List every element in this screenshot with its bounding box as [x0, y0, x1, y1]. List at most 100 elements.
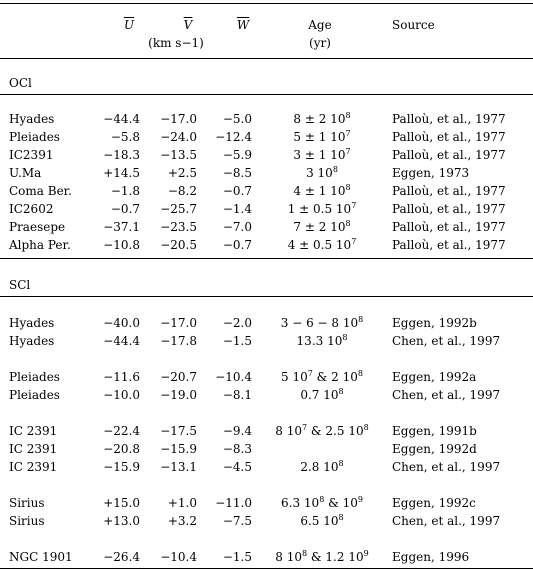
source-ref: Chen, et al., 1997: [392, 334, 501, 348]
velocity-u: −37.1: [103, 220, 140, 234]
age-value: 7 ± 2 108: [293, 219, 351, 235]
source-ref: Chen, et al., 1997: [392, 460, 501, 474]
velocity-v: −13.1: [160, 460, 197, 474]
velocity-w: −5.9: [222, 148, 252, 162]
velocity-w: −10.4: [215, 370, 252, 384]
section-rule: [0, 296, 533, 297]
cluster-name: NGC 1901: [9, 550, 73, 564]
velocity-v: −25.7: [160, 202, 197, 216]
velocity-w: −12.4: [215, 130, 252, 144]
age-value: 3 ± 1 107: [293, 147, 351, 163]
age-value: 3 108: [306, 165, 338, 181]
velocity-u: −40.0: [103, 316, 140, 330]
header-w: W: [236, 18, 250, 32]
header-source: Source: [392, 18, 435, 32]
source-ref: Eggen, 1992c: [392, 496, 476, 510]
source-ref: Palloù, et al., 1977: [392, 202, 506, 216]
source-ref: Eggen, 1991b: [392, 424, 477, 438]
velocity-w: −2.0: [222, 316, 252, 330]
velocity-w: −1.4: [222, 202, 252, 216]
bottom-rule: [0, 568, 533, 569]
velocity-v: −17.0: [160, 112, 197, 126]
header-v: V: [183, 18, 193, 32]
velocity-u: −10.0: [103, 388, 140, 402]
velocity-w: −4.5: [222, 460, 252, 474]
velocity-u: −18.3: [103, 148, 140, 162]
source-ref: Palloù, et al., 1977: [392, 220, 506, 234]
velocity-u: −1.8: [110, 184, 140, 198]
source-ref: Palloù, et al., 1977: [392, 130, 506, 144]
cluster-name: IC 2391: [9, 442, 58, 456]
age-value: 13.3 108: [296, 333, 348, 349]
cluster-name: Alpha Per.: [9, 238, 71, 252]
velocity-v: +1.0: [167, 496, 197, 510]
velocity-v: −15.9: [160, 442, 197, 456]
source-ref: Eggen, 1996: [392, 550, 470, 564]
cluster-name: Coma Ber.: [9, 184, 72, 198]
velocity-v: −10.4: [160, 550, 197, 564]
top-rule: [0, 3, 533, 4]
velocity-u: −0.7: [110, 202, 140, 216]
velocity-v: −17.8: [160, 334, 197, 348]
header-rule: [0, 58, 533, 59]
velocity-u: −20.8: [103, 442, 140, 456]
velocity-v: −24.0: [160, 130, 197, 144]
velocity-u: −26.4: [103, 550, 140, 564]
source-ref: Eggen, 1973: [392, 166, 470, 180]
velocity-v: −19.0: [160, 388, 197, 402]
velocity-u: +13.0: [103, 514, 140, 528]
cluster-name: Hyades: [9, 316, 55, 330]
velocity-w: −1.5: [222, 550, 252, 564]
cluster-name: Pleiades: [9, 370, 60, 384]
velocity-v: −23.5: [160, 220, 197, 234]
source-ref: Chen, et al., 1997: [392, 514, 501, 528]
cluster-name: Sirius: [9, 514, 45, 528]
velocity-v: −17.0: [160, 316, 197, 330]
header-age-unit: (yr): [309, 36, 331, 50]
velocity-u: −44.4: [103, 112, 140, 126]
age-value: 2.8 108: [300, 459, 344, 475]
header-u: U: [123, 18, 135, 32]
velocity-v: −13.5: [160, 148, 197, 162]
velocity-u: −5.8: [110, 130, 140, 144]
age-value: 4 ± 0.5 107: [287, 237, 357, 253]
age-value: 8 ± 2 108: [293, 111, 351, 127]
velocity-u: −22.4: [103, 424, 140, 438]
cluster-name: IC2391: [9, 148, 54, 162]
source-ref: Palloù, et al., 1977: [392, 184, 506, 198]
section-title: OCl: [9, 76, 32, 90]
velocity-v: −20.7: [160, 370, 197, 384]
age-value: 0.7 108: [300, 387, 344, 403]
source-ref: Eggen, 1992d: [392, 442, 477, 456]
source-ref: Palloù, et al., 1977: [392, 238, 506, 252]
cluster-name: Pleiades: [9, 130, 60, 144]
cluster-name: Praesepe: [9, 220, 66, 234]
section-end-rule: [0, 258, 533, 259]
section-rule: [0, 94, 533, 95]
velocity-w: −8.1: [222, 388, 252, 402]
velocity-w: −1.5: [222, 334, 252, 348]
cluster-name: Hyades: [9, 334, 55, 348]
source-ref: Palloù, et al., 1977: [392, 112, 506, 126]
velocity-w: −5.0: [222, 112, 252, 126]
velocity-u: −10.8: [103, 238, 140, 252]
velocity-u: +15.0: [103, 496, 140, 510]
age-value: 5 ± 1 107: [293, 129, 351, 145]
section-title: SCl: [9, 278, 31, 292]
age-value: 1 ± 0.5 107: [287, 201, 357, 217]
cluster-name: IC2602: [9, 202, 54, 216]
velocity-u: −44.4: [103, 334, 140, 348]
source-ref: Eggen, 1992b: [392, 316, 477, 330]
velocity-w: −0.7: [222, 238, 252, 252]
source-ref: Palloù, et al., 1977: [392, 148, 506, 162]
velocity-w: −8.3: [222, 442, 252, 456]
cluster-name: IC 2391: [9, 460, 58, 474]
cluster-name: Hyades: [9, 112, 55, 126]
velocity-u: −15.9: [103, 460, 140, 474]
header-units: (km s−1): [148, 36, 204, 50]
cluster-name: IC 2391: [9, 424, 58, 438]
source-ref: Chen, et al., 1997: [392, 388, 501, 402]
velocity-v: +3.2: [167, 514, 197, 528]
age-value: 3 − 6 − 8 108: [280, 315, 364, 331]
velocity-w: −7.0: [222, 220, 252, 234]
